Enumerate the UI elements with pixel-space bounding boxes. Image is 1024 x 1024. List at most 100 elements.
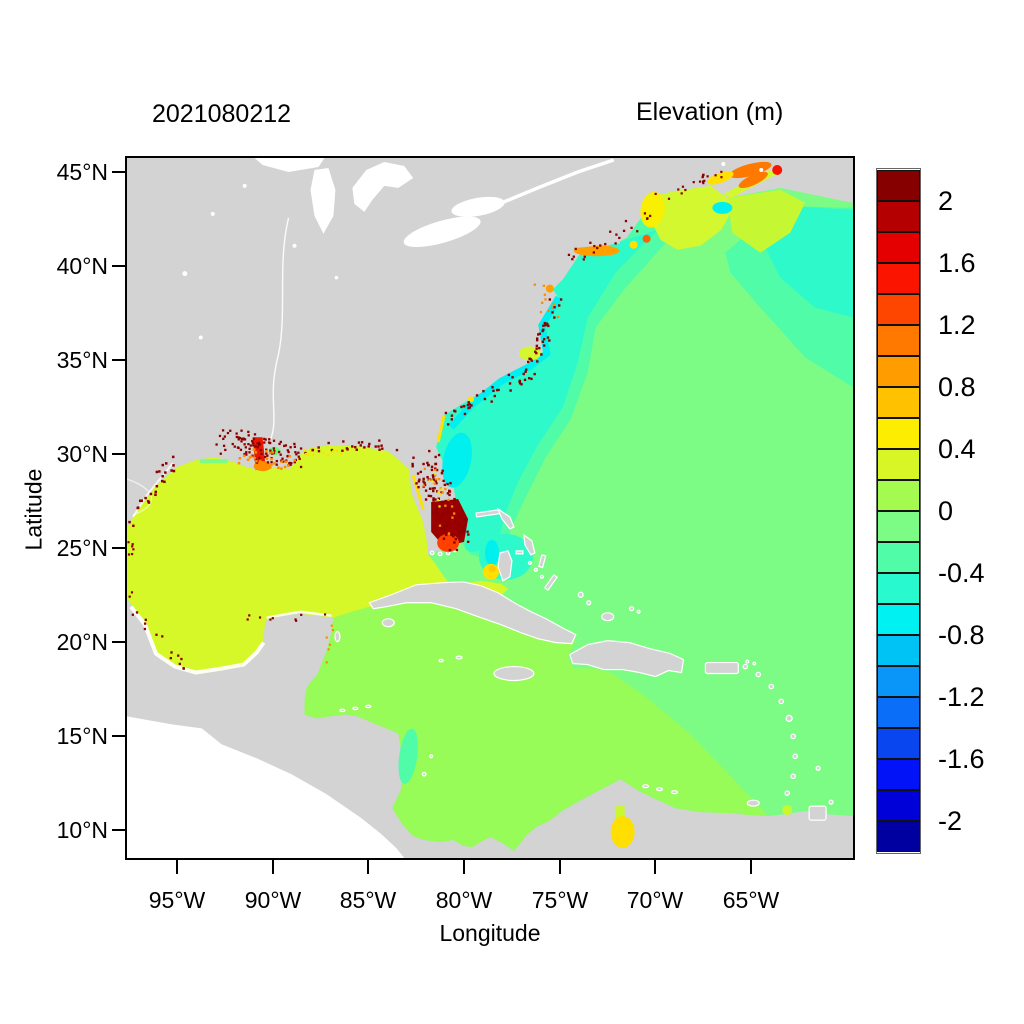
speckle — [615, 233, 618, 236]
speckle — [423, 483, 427, 487]
speckle — [253, 433, 257, 436]
speckle — [265, 465, 268, 468]
puerto-rico — [704, 661, 739, 675]
speckle — [547, 309, 550, 313]
colorbar-cell — [877, 263, 920, 294]
speckle — [247, 434, 250, 437]
speckle — [432, 478, 435, 481]
speckle — [244, 453, 248, 456]
speckle — [271, 617, 274, 620]
speckle — [536, 360, 539, 363]
speckle — [247, 442, 250, 446]
colorbar-tick-label: -0.4 — [938, 558, 985, 588]
speckle — [453, 512, 456, 515]
speckle — [542, 344, 546, 347]
speckle — [131, 543, 134, 546]
speckle — [441, 469, 444, 473]
speckle — [417, 485, 420, 489]
legend-title: Elevation (m) — [636, 98, 784, 126]
lake-huron — [352, 161, 414, 212]
speckle — [341, 449, 344, 452]
speckle — [453, 541, 456, 544]
speckle — [440, 472, 444, 475]
colorbar-cell — [877, 790, 920, 821]
speckle-cluster-panhandle — [311, 439, 399, 453]
speckle — [535, 347, 538, 350]
speckle — [161, 463, 164, 467]
speckle — [423, 467, 426, 471]
speckle — [445, 524, 448, 527]
speckle — [300, 613, 303, 616]
speckle — [698, 180, 702, 183]
speckle — [307, 454, 310, 457]
speckle — [317, 449, 321, 453]
speckle — [256, 442, 259, 445]
x-tick-label: 90°W — [244, 887, 302, 913]
virgin-island — [745, 659, 750, 664]
speckle — [287, 464, 290, 467]
speckle — [268, 451, 272, 455]
speckle — [432, 475, 435, 479]
colorbar-cell — [877, 480, 920, 511]
speckle — [475, 394, 479, 397]
shelf-turquoise-band — [436, 229, 658, 549]
colorbar-cell — [877, 697, 920, 728]
speckle — [257, 441, 261, 444]
speckle — [530, 359, 533, 362]
speckle — [436, 498, 440, 502]
speckle — [155, 633, 158, 636]
bay-island — [352, 706, 359, 711]
speckle — [257, 443, 261, 447]
bonaire — [655, 787, 664, 792]
speckle — [299, 465, 303, 469]
speckle — [538, 346, 541, 350]
speckle — [323, 613, 327, 616]
speckle — [283, 465, 287, 469]
speckle — [446, 492, 450, 495]
speckle — [541, 301, 544, 304]
lake-michigan — [310, 167, 336, 234]
colorbar-cell — [877, 170, 920, 201]
speckle — [429, 494, 433, 498]
colorbar — [876, 168, 921, 854]
small-lake — [198, 335, 203, 340]
speckle — [248, 447, 251, 450]
speckle — [430, 468, 434, 472]
colorbar-cell — [877, 759, 920, 790]
speckle — [130, 591, 134, 594]
speckle — [287, 450, 290, 454]
speckle — [442, 527, 445, 531]
speckle — [250, 455, 253, 458]
speckle — [325, 636, 328, 639]
speckle — [363, 446, 366, 449]
small-lake — [721, 161, 726, 166]
speckle — [132, 524, 135, 528]
speckle — [463, 524, 467, 528]
speckle — [251, 441, 255, 445]
speckle — [309, 448, 312, 451]
speckle — [322, 451, 325, 455]
speckle — [518, 379, 522, 383]
speckle — [283, 444, 286, 448]
speckle — [138, 499, 142, 503]
margarita — [746, 799, 760, 807]
speckle — [437, 453, 441, 457]
nova-scotia-cyan-spot — [712, 201, 733, 214]
speckle — [327, 648, 330, 651]
speckle — [706, 175, 709, 178]
curacao — [641, 784, 650, 789]
speckle — [551, 306, 554, 309]
speckle — [511, 376, 514, 379]
speckle — [438, 524, 442, 527]
speckle — [158, 470, 161, 473]
speckle — [538, 332, 541, 335]
colorbar-cell — [877, 356, 920, 387]
x-tick-label: 75°W — [531, 887, 589, 913]
speckle — [467, 533, 470, 536]
speckle — [553, 305, 556, 309]
speckle — [567, 253, 571, 257]
speckle — [288, 462, 291, 465]
speckle — [426, 475, 429, 479]
speckle — [646, 217, 649, 220]
pacific-no-data-region — [127, 716, 405, 858]
